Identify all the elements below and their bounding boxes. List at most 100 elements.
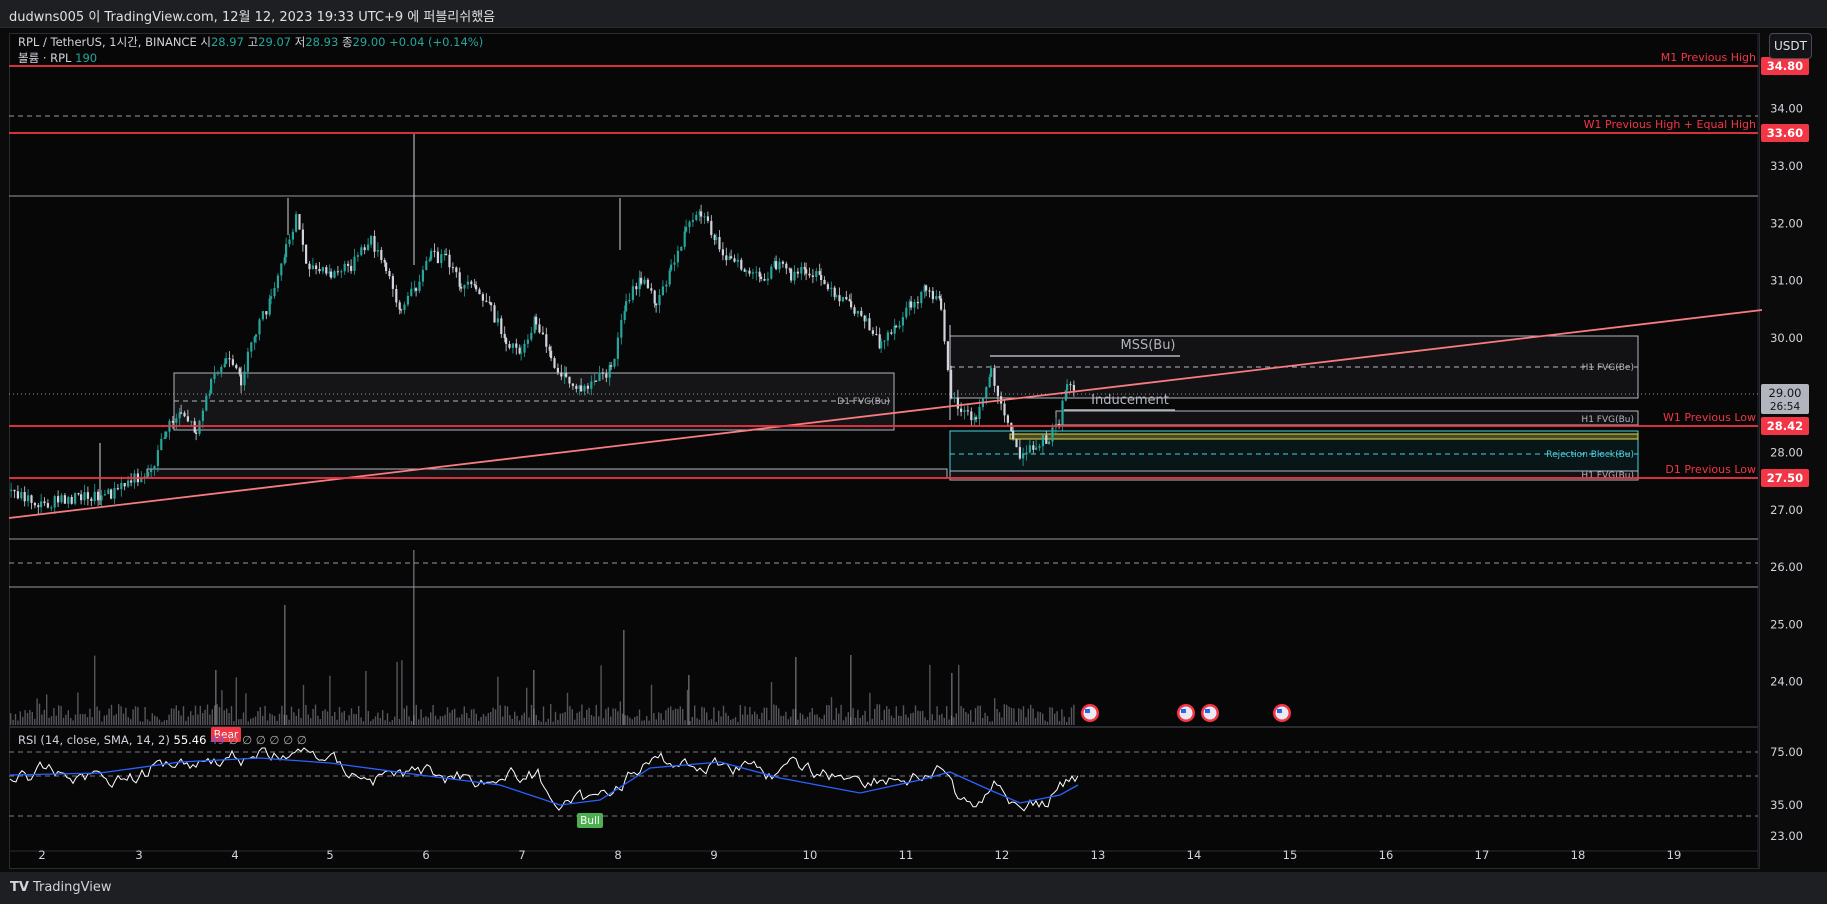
volume-bar	[737, 721, 739, 725]
volume-bar	[943, 717, 945, 725]
candle-body	[605, 373, 608, 378]
volume-bar	[612, 708, 614, 725]
volume-legend: 볼륨 · RPL 190	[18, 50, 97, 66]
candle-body	[650, 288, 653, 291]
volume-bar	[410, 720, 413, 725]
volume-bar	[343, 711, 345, 725]
volume-bar	[907, 717, 909, 725]
candle-body	[385, 262, 388, 271]
volume-bar	[300, 717, 302, 725]
volume-bar	[58, 705, 60, 725]
rsi-ma-line	[9, 757, 1079, 806]
volume-bar	[180, 715, 182, 725]
volume-bar	[564, 711, 566, 725]
tradingview-logo[interactable]: 𝗧𝗩 TradingView	[10, 880, 111, 895]
volume-bar	[902, 705, 905, 725]
candle-body	[163, 437, 166, 439]
volume-bar	[206, 704, 209, 725]
volume-bar	[674, 708, 677, 725]
volume-bar	[578, 711, 581, 725]
time-tick: 19	[1667, 848, 1682, 862]
volume-bar	[643, 720, 645, 725]
candle-body	[920, 292, 923, 304]
candle-body	[421, 269, 424, 282]
us-flag-event-canton	[1205, 709, 1210, 713]
rsi-extra: ∅ ∅ ∅ ∅ ∅ ∅	[228, 733, 307, 747]
volume-bar	[833, 719, 835, 725]
open-value: 28.97	[210, 35, 244, 49]
candle-body	[418, 281, 421, 291]
chart-area[interactable]	[9, 33, 1760, 869]
candle-body	[1006, 415, 1009, 423]
candle-body	[330, 271, 333, 278]
candle-body	[940, 298, 943, 310]
volume-bar	[641, 720, 643, 725]
candle-body	[950, 369, 953, 399]
candle-body	[638, 277, 641, 290]
volume-bar	[161, 722, 163, 725]
candle-body	[703, 216, 706, 218]
volume-bar	[17, 720, 19, 725]
publish-info: dudwns005 이 TradingView.com, 12월 12, 202…	[9, 10, 496, 25]
volume-bar	[574, 719, 576, 725]
candle-body	[43, 501, 46, 504]
candle-body	[665, 284, 668, 287]
volume-bar	[761, 712, 763, 725]
volume-bar	[142, 721, 144, 725]
candle-body	[16, 491, 19, 499]
currency-button[interactable]: USDT	[1769, 33, 1812, 59]
candle-body	[673, 262, 676, 265]
volume-bar	[710, 719, 713, 725]
price-tick: 32.00	[1770, 216, 1803, 230]
volume-bar	[962, 708, 965, 725]
volume-label[interactable]: 볼륨 · RPL	[18, 51, 72, 65]
symbol-title[interactable]: RPL / TetherUS, 1시간, BINANCE	[18, 35, 197, 49]
candle-body	[595, 380, 598, 382]
candle-body	[1015, 439, 1018, 448]
candle-body	[908, 301, 911, 308]
volume-bar	[362, 721, 365, 725]
time-tick: 15	[1283, 848, 1298, 862]
candle-body	[538, 324, 541, 333]
volume-bar	[324, 709, 326, 725]
candle-body	[755, 271, 758, 273]
candle-body	[515, 343, 518, 348]
volume-bar	[619, 701, 621, 725]
volume-bar	[77, 692, 79, 725]
candle-body	[688, 221, 691, 228]
volume-bar	[795, 657, 797, 725]
candle-body	[180, 412, 183, 414]
candle-body	[763, 279, 766, 281]
volume-bar	[650, 684, 653, 725]
candle-body	[473, 284, 476, 286]
level-price-tag	[1761, 57, 1809, 75]
volume-bar	[475, 713, 477, 725]
volume-bar	[305, 705, 307, 725]
level-label: W1 Previous High + Equal High	[1584, 118, 1756, 131]
candle-body	[255, 334, 258, 337]
candle-body	[978, 407, 981, 419]
volume-bar	[1063, 716, 1065, 725]
volume-bar	[900, 716, 902, 725]
volume-bar	[242, 712, 245, 725]
candle-body	[646, 279, 649, 289]
price-tick: 27.00	[1770, 503, 1803, 517]
labels-layer: M1 Previous High W1 Previous High + Equal…	[1081, 51, 1756, 722]
time-tick: 14	[1187, 848, 1202, 862]
volume-bar	[617, 711, 619, 725]
candle-body	[835, 295, 838, 297]
candle-body	[925, 285, 928, 291]
volume-bar	[703, 707, 705, 725]
candle-body	[610, 365, 613, 367]
candle-body	[743, 269, 746, 272]
candle-body	[460, 286, 463, 289]
volume-bar	[130, 719, 132, 725]
candle-body	[223, 363, 226, 367]
time-tick: 10	[803, 848, 818, 862]
candle-body	[730, 256, 733, 259]
rsi-title[interactable]: RSI (14, close, SMA, 14, 2)	[18, 733, 170, 747]
candle-body	[895, 325, 898, 328]
publish-header: dudwns005 이 TradingView.com, 12월 12, 202…	[0, 0, 1827, 28]
volume-bar	[818, 717, 821, 725]
